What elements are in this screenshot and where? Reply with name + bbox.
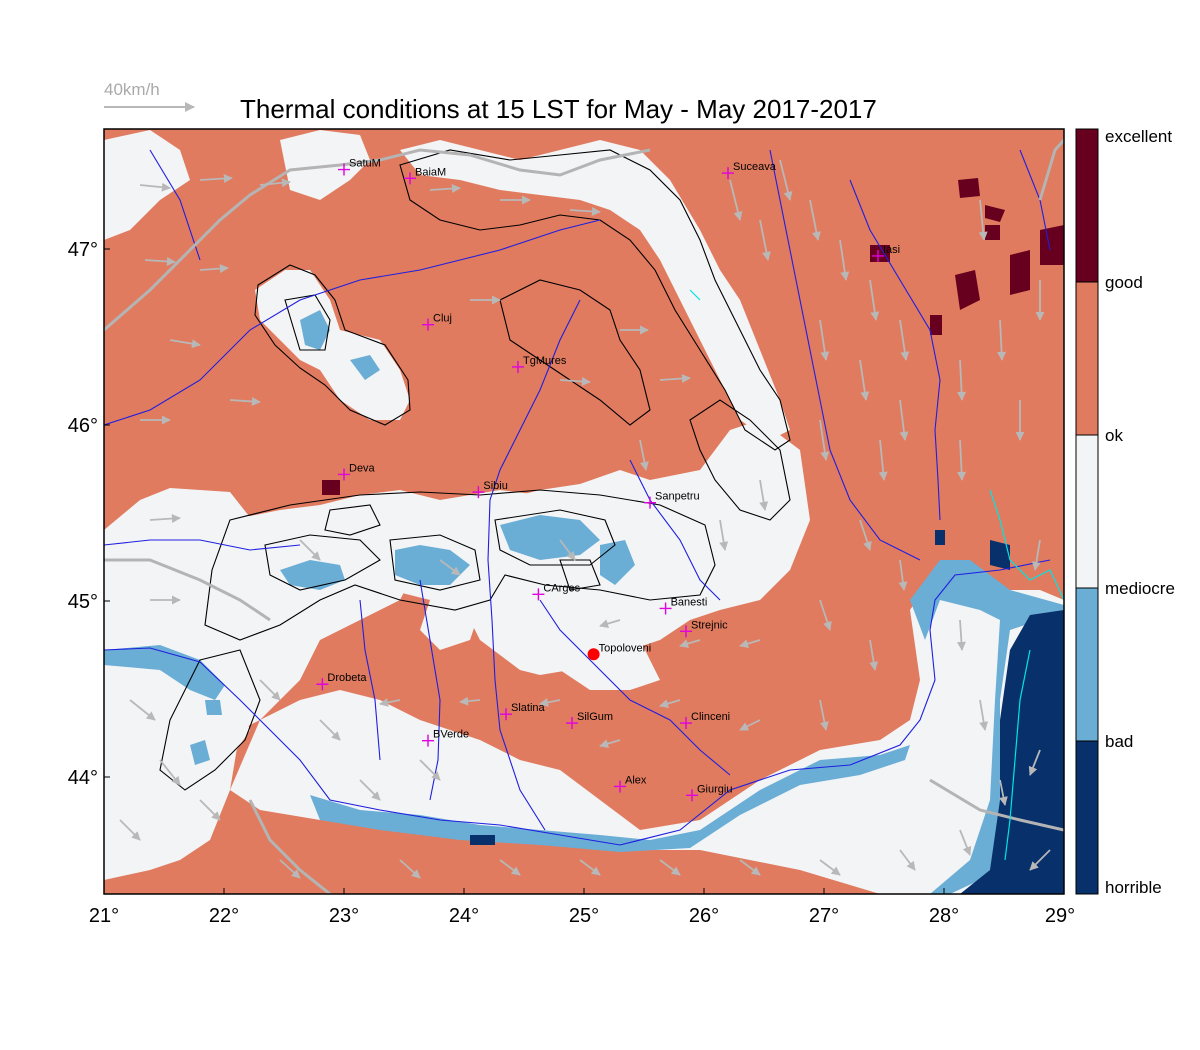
city-label: Drobeta — [327, 672, 367, 684]
city-label: CArges — [543, 582, 580, 594]
city-label: Sibiu — [483, 480, 507, 492]
city-label: Cluj — [433, 313, 452, 325]
city-label: Alex — [625, 774, 647, 786]
legend-label-horrible: horrible — [1105, 878, 1162, 897]
city-label: Deva — [349, 462, 376, 474]
city-marker — [680, 625, 692, 638]
city-label: Sanpetru — [655, 491, 700, 503]
city-marker — [422, 318, 434, 331]
city-marker — [500, 708, 512, 721]
x-tick-label: 25° — [569, 905, 599, 927]
colorbar-excellent — [1076, 129, 1098, 282]
y-axis-ticks: 47° 46° 45° 44° — [68, 239, 98, 789]
x-tick-label: 21° — [89, 905, 119, 927]
y-tick-label: 47° — [68, 239, 98, 261]
city-marker — [316, 678, 329, 691]
city-marker — [644, 496, 656, 509]
city-marker — [512, 360, 524, 373]
city-marker — [472, 486, 485, 499]
city-markers: SatuM BaiaM Suceava Iasi Cluj TgMures Deva Sibi… — [316, 158, 900, 802]
city-label: TgMures — [523, 355, 567, 367]
y-tick-label: 46° — [68, 415, 98, 437]
x-tick-label: 29° — [1045, 905, 1075, 927]
city-marker — [338, 468, 350, 481]
city-marker — [532, 588, 545, 601]
city-marker — [722, 167, 734, 180]
x-tick-label: 26° — [689, 905, 719, 927]
y-tick-label: 44° — [68, 767, 98, 789]
city-marker — [686, 789, 698, 802]
legend-label-mediocre: mediocre — [1105, 579, 1175, 598]
excellent-regions — [322, 178, 1064, 495]
city-marker — [659, 602, 672, 615]
y-tick-label: 45° — [68, 591, 98, 613]
page-title: Thermal conditions at 15 LST for May - M… — [240, 94, 877, 124]
city-label: Suceava — [733, 161, 777, 173]
city-marker — [338, 163, 350, 176]
x-tick-label: 27° — [809, 905, 839, 927]
x-tick-label: 22° — [209, 905, 239, 927]
x-axis-ticks: 21° 22° 23° 24° 25° 26° 27° 28° 29° — [89, 905, 1075, 927]
legend-label-excellent: excellent — [1105, 127, 1172, 146]
city-marker — [872, 249, 884, 262]
legend-label-bad: bad — [1105, 732, 1133, 751]
city-label: Slatina — [511, 702, 546, 714]
wind-reference-label: 40km/h — [104, 80, 160, 99]
x-tick-label: 28° — [929, 905, 959, 927]
colorbar — [1075, 128, 1099, 895]
legend-label-ok: ok — [1105, 426, 1123, 445]
city-label: Topoloveni — [599, 642, 652, 654]
colorbar-good — [1076, 282, 1098, 435]
city-label: BVerde — [433, 729, 469, 741]
city-label: Giurgiu — [697, 783, 732, 795]
city-marker — [566, 717, 578, 730]
city-marker — [422, 734, 434, 747]
borders — [104, 138, 1064, 894]
coastline — [689, 289, 1064, 861]
city-label: Clinceni — [691, 711, 730, 723]
city-label: Banesti — [671, 596, 708, 608]
city-marker-highlight — [587, 648, 600, 661]
city-label: Iasi — [883, 244, 900, 256]
city-label: SatuM — [349, 158, 381, 170]
city-label: Strejnic — [691, 619, 728, 631]
bad-regions — [104, 310, 1064, 894]
tick-marks — [104, 248, 945, 894]
x-tick-label: 23° — [329, 905, 359, 927]
wind-arrows — [119, 159, 1051, 879]
colorbar-ok — [1076, 435, 1098, 588]
x-tick-label: 24° — [449, 905, 479, 927]
colorbar-bad — [1076, 741, 1098, 894]
city-marker — [680, 717, 692, 730]
city-label: SilGum — [577, 711, 613, 723]
colorbar-mediocre — [1076, 588, 1098, 741]
colorbar-labels: excellent good ok mediocre bad horrible — [1105, 127, 1175, 897]
city-marker — [404, 172, 416, 185]
map-plot-area: SatuM BaiaM Suceava Iasi Cluj TgMures Deva Sibi… — [104, 129, 1064, 894]
city-marker — [614, 780, 626, 793]
legend-label-good: good — [1105, 273, 1143, 292]
rivers — [104, 149, 1051, 846]
city-label: BaiaM — [415, 166, 446, 178]
